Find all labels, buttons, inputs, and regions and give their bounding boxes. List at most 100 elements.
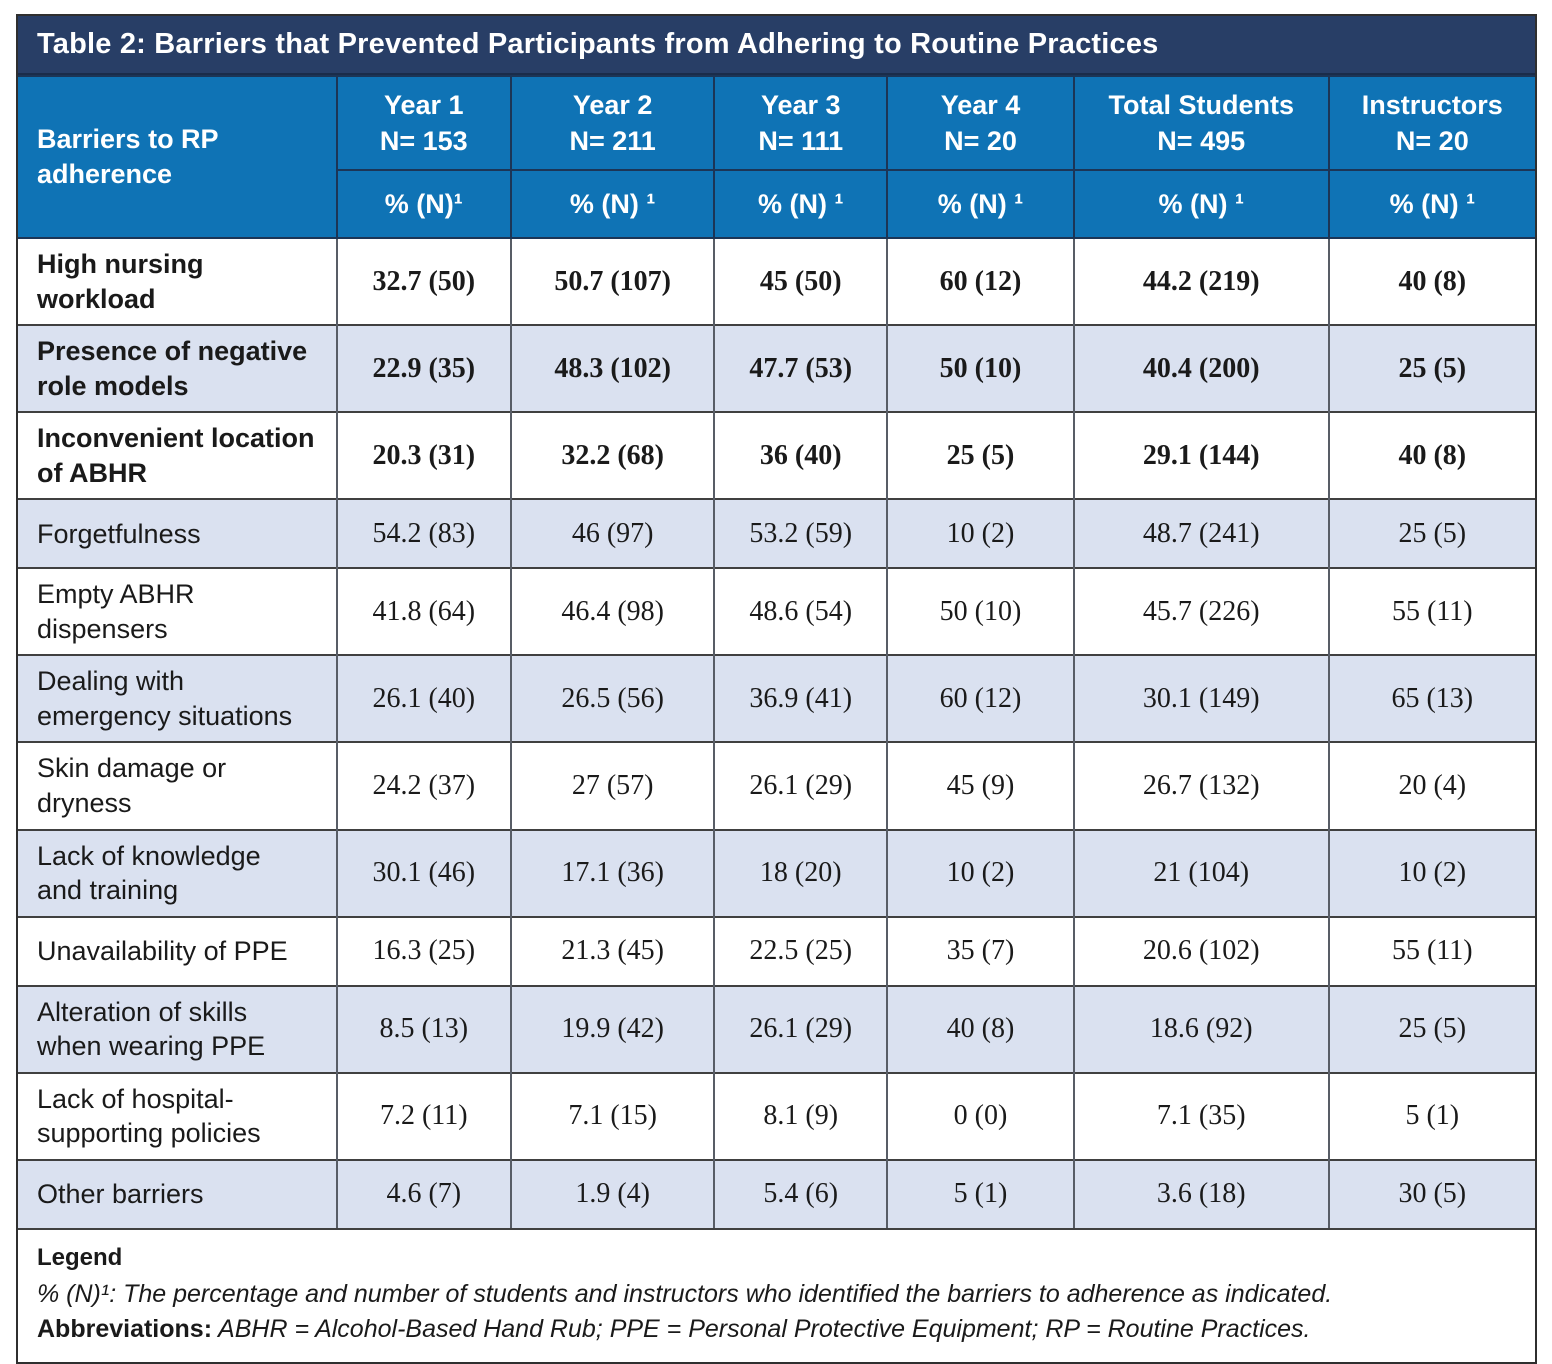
column-subheader-instructors: % (N) ¹	[1327, 169, 1535, 239]
data-cell: 45 (50)	[713, 236, 889, 326]
data-cell: 25 (5)	[1327, 324, 1535, 413]
data-cell: 30.1 (46)	[335, 828, 513, 917]
column-subheader-year3: % (N) ¹	[713, 169, 889, 239]
data-cell: 10 (2)	[886, 498, 1075, 569]
data-cell: 22.5 (25)	[713, 915, 889, 986]
data-cell: 17.1 (36)	[510, 828, 716, 917]
row-label: Lack of hospital- supporting policies	[18, 1071, 338, 1160]
data-cell: 40 (8)	[1327, 411, 1535, 500]
data-cell: 54.2 (83)	[335, 498, 513, 569]
table-row: Other barriers 4.6 (7) 1.9 (4) 5.4 (6) 5 (1)…	[18, 1158, 1535, 1228]
table-row: High nursing workload 32.7 (50) 50.7 (107)…	[18, 236, 1535, 326]
data-cell: 60 (12)	[886, 236, 1075, 326]
data-cell: 26.1 (29)	[713, 741, 889, 830]
data-cell: 7.1 (35)	[1072, 1071, 1330, 1160]
column-title: Year 1	[384, 89, 464, 120]
data-cell: 25 (5)	[1327, 984, 1535, 1073]
data-cell: 46 (97)	[510, 498, 716, 569]
data-cell: 40.4 (200)	[1072, 324, 1330, 413]
column-n: N= 20	[1395, 126, 1469, 156]
legend-abbr-text: ABHR = Alcohol-Based Hand Rub; PPE = Per…	[212, 1314, 1311, 1343]
data-cell: 18 (20)	[713, 828, 889, 917]
table-row: Unavailability of PPE 16.3 (25) 21.3 (45) 2…	[18, 915, 1535, 986]
data-cell: 10 (2)	[886, 828, 1075, 917]
data-cell: 32.2 (68)	[510, 411, 716, 500]
legend-abbreviations: Abbreviations: ABHR = Alcohol-Based Hand…	[37, 1315, 1515, 1344]
data-cell: 36 (40)	[713, 411, 889, 500]
row-label: Dealing with emergency situations	[18, 654, 338, 743]
row-label: Skin damage or dryness	[18, 741, 338, 830]
column-n: N= 153	[379, 126, 468, 156]
data-cell: 20 (4)	[1327, 741, 1535, 830]
data-cell: 19.9 (42)	[510, 984, 716, 1073]
data-cell: 41.8 (64)	[335, 567, 513, 656]
column-title: Year 4	[940, 89, 1021, 120]
data-cell: 5 (1)	[1327, 1071, 1535, 1160]
legend-note: % (N)¹: The percentage and number of stu…	[37, 1279, 1333, 1308]
data-cell: 7.1 (15)	[510, 1071, 716, 1160]
data-cell: 25 (5)	[886, 411, 1075, 500]
column-n: N= 495	[1157, 126, 1246, 156]
data-cell: 30 (5)	[1327, 1158, 1535, 1228]
column-header-year4: Year 4 N= 20	[886, 75, 1075, 171]
data-cell: 8.5 (13)	[335, 984, 513, 1073]
table-title-bar: Table 2: Barriers that Prevented Partici…	[18, 16, 1535, 75]
row-label: Forgetfulness	[18, 498, 338, 569]
data-cell: 36.9 (41)	[713, 654, 889, 743]
barriers-table: Barriers to RP adherence Year 1 N= 153 Y…	[18, 75, 1535, 1228]
data-cell: 48.7 (241)	[1072, 498, 1330, 569]
data-cell: 16.3 (25)	[335, 915, 513, 986]
data-cell: 22.9 (35)	[335, 324, 513, 413]
data-cell: 18.6 (92)	[1072, 984, 1330, 1073]
row-label: Alteration of skills when wearing PPE	[18, 984, 338, 1073]
data-cell: 24.2 (37)	[335, 741, 513, 830]
row-label: Empty ABHR dispensers	[18, 567, 338, 656]
data-cell: 29.1 (144)	[1072, 411, 1330, 500]
table-row: Empty ABHR dispensers 41.8 (64) 46.4 (98) 4…	[18, 567, 1535, 656]
data-cell: 1.9 (4)	[510, 1158, 716, 1228]
data-cell: 8.1 (9)	[713, 1071, 889, 1160]
data-cell: 35 (7)	[886, 915, 1075, 986]
column-subheader-year1: % (N)¹	[335, 169, 513, 239]
column-subheader-year2: % (N) ¹	[510, 169, 716, 239]
row-label: Unavailability of PPE	[18, 915, 338, 986]
row-label: High nursing workload	[18, 236, 338, 326]
table-title: Table 2: Barriers that Prevented Partici…	[37, 28, 1159, 60]
data-cell: 20.6 (102)	[1072, 915, 1330, 986]
data-cell: 4.6 (7)	[335, 1158, 513, 1228]
table-row: Presence of negative role models 22.9 (35…	[18, 324, 1535, 413]
data-cell: 60 (12)	[886, 654, 1075, 743]
data-cell: 40 (8)	[1327, 236, 1535, 326]
table-row: Alteration of skills when wearing PPE 8.5…	[18, 984, 1535, 1073]
data-cell: 30.1 (149)	[1072, 654, 1330, 743]
data-cell: 3.6 (18)	[1072, 1158, 1330, 1228]
data-cell: 26.5 (56)	[510, 654, 716, 743]
column-n: N= 211	[569, 126, 656, 156]
data-cell: 53.2 (59)	[713, 498, 889, 569]
column-subheader-total-students: % (N) ¹	[1072, 169, 1330, 239]
table-row: Inconvenient location of ABHR 20.3 (31) 32…	[18, 411, 1535, 500]
row-label: Presence of negative role models	[18, 324, 338, 413]
data-cell: 65 (13)	[1327, 654, 1535, 743]
data-cell: 40 (8)	[886, 984, 1075, 1073]
data-cell: 50.7 (107)	[510, 236, 716, 326]
column-title: Instructors	[1361, 89, 1503, 120]
legend-abbr-label: Abbreviations:	[37, 1314, 213, 1343]
data-cell: 44.2 (219)	[1072, 236, 1330, 326]
data-cell: 20.3 (31)	[335, 411, 513, 500]
table-row: Forgetfulness 54.2 (83) 46 (97) 53.2 (59) 10…	[18, 498, 1535, 569]
data-cell: 26.1 (40)	[335, 654, 513, 743]
data-cell: 7.2 (11)	[335, 1071, 513, 1160]
table-row: Lack of knowledge and training 30.1 (46) 1…	[18, 828, 1535, 917]
column-header-barriers: Barriers to RP adherence	[18, 75, 338, 239]
data-cell: 47.7 (53)	[713, 324, 889, 413]
data-cell: 21.3 (45)	[510, 915, 716, 986]
data-cell: 48.6 (54)	[713, 567, 889, 656]
legend-title: Legend	[37, 1243, 123, 1271]
row-label: Inconvenient location of ABHR	[18, 411, 338, 500]
data-cell: 50 (10)	[886, 567, 1075, 656]
row-label: Other barriers	[18, 1158, 338, 1228]
table-row: Dealing with emergency situations 26.1 (4…	[18, 654, 1535, 743]
table-row: Skin damage or dryness 24.2 (37) 27 (57) 26…	[18, 741, 1535, 830]
column-header-year1: Year 1 N= 153	[335, 75, 513, 171]
